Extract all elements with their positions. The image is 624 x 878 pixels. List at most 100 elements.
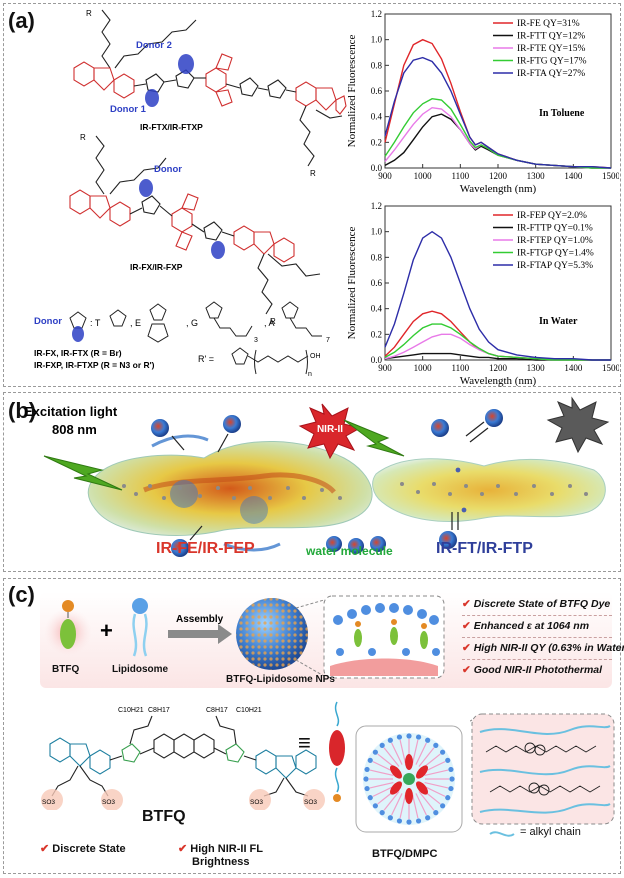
alkyl-legend-label: = alkyl chain [520, 826, 581, 838]
micelle-lipid-tail [369, 769, 394, 777]
legend-entry: IR-FEP QY=2.0% [517, 211, 587, 221]
structure-ir-ftx [73, 9, 347, 167]
plus-sign: + [100, 618, 113, 643]
btfq-head-icon [62, 600, 74, 612]
equiv-sign: ≡ [298, 730, 311, 755]
membrane-lipids [333, 603, 440, 656]
struct2-r-top: R [80, 133, 86, 142]
struct2-donor-label: Donor [154, 164, 182, 175]
struct2-name: IR-FX/IR-FXP [130, 262, 183, 272]
checklist-text: High NIR-II QY (0.63% in Water) [473, 642, 624, 654]
micelle-lipid-head [433, 742, 439, 748]
x-tick-label: 1300 [527, 363, 546, 373]
legend-sub3: 3 [254, 337, 258, 344]
micelle-lipid-head [364, 766, 370, 773]
micelle-lipid-head [449, 776, 455, 782]
x-tick-label: 1100 [451, 363, 469, 373]
struct1-r-bottom: R [310, 169, 316, 178]
y-tick-label: 0.2 [371, 137, 382, 147]
panel-b-label: (b) [8, 398, 37, 423]
bottom-check-item: ✔ High NIR-II FL [178, 842, 263, 855]
y-tick-label: 0.2 [371, 329, 382, 339]
x-tick-label: 1400 [564, 363, 583, 373]
alkyl-zoom-box [470, 713, 615, 837]
x-tick-label: 1200 [489, 363, 508, 373]
micelle-lipid-tail [383, 791, 400, 811]
checklist-text: Discrete State of BTFQ Dye [473, 598, 611, 610]
y-tick-label: 0.8 [371, 252, 383, 262]
micelle-lipid-head [379, 742, 385, 748]
x-tick-label: 1300 [527, 171, 546, 181]
bottom-checklist: ✔ Discrete State ✔ High NIR-II FL Brightne… [30, 838, 330, 872]
right-molecule [372, 458, 606, 522]
check-icon: ✔ [462, 598, 474, 610]
y-tick-label: 0.6 [371, 278, 383, 288]
right-water-molecules [431, 409, 503, 549]
legend-t: : T [90, 318, 101, 328]
micelle-lipid-tail [424, 769, 449, 777]
bottom-check-item: ✔ Discrete State [40, 842, 126, 855]
panel-a-structures: R R Donor 2 Donor 1 IR-FTX/IR-FTXP R R D… [34, 9, 347, 378]
note-rprime: R' = [198, 354, 214, 364]
so3-3: SO3 [250, 799, 263, 806]
y-tick-label: 1.0 [371, 35, 383, 45]
checklist-separator [462, 637, 612, 638]
micelle-lipid-head [406, 819, 412, 825]
check-icon: ✔ [462, 642, 474, 654]
micelle-lipid-head [396, 818, 403, 824]
note-n: n [308, 371, 312, 378]
panel-c-label: (c) [8, 582, 35, 607]
micelle-lipid-head [415, 818, 422, 824]
checklist-item: ✔ High NIR-II QY (0.63% in Water) [462, 642, 624, 654]
so3-4: SO3 [304, 799, 317, 806]
legend-e: , E [130, 318, 141, 328]
nps-label: BTFQ-Lipidosome NPs [226, 674, 335, 685]
assembly-arrow-icon [168, 624, 232, 644]
x-tick-label: 900 [378, 171, 392, 181]
legend-g: , G [186, 318, 198, 328]
y-tick-label: 0.6 [371, 86, 383, 96]
micelle-lipid-head [396, 734, 403, 740]
checklist-separator [462, 659, 612, 660]
note-line1: IR-FX, IR-FTX (R = Br) [34, 348, 122, 358]
x-tick-label: 1500 [602, 171, 619, 181]
micelle-lipid-head [372, 803, 378, 809]
micelle-lipid-tail [411, 739, 419, 764]
donor2-label: Donor 2 [136, 40, 172, 51]
checklist-item: ✔ Enhanced ε at 1064 nm [462, 620, 620, 632]
y-tick-label: 0.8 [371, 60, 383, 70]
micelle-lipid-head [379, 810, 385, 816]
y-tick-label: 1.0 [371, 227, 383, 237]
micelle-core [390, 754, 428, 804]
nir-burst-label: NIR-II [317, 424, 343, 435]
legend-sub7: 7 [326, 337, 330, 344]
y-tick-label: 1.2 [371, 201, 382, 211]
panel-a-label: (a) [8, 8, 35, 33]
donor-ellipse-struct2 [139, 179, 153, 197]
micelle-lipid-tail [372, 785, 395, 797]
micelle-lipid-tail [369, 781, 394, 789]
left-molecule-name: IR-FE/IR-FEP [156, 540, 255, 557]
btfq-big-label: BTFQ [142, 808, 186, 825]
left-water-molecules [151, 415, 241, 557]
x-tick-label: 1000 [414, 171, 433, 181]
x-tick-label: 900 [378, 363, 392, 373]
lipid-head-icon [132, 598, 148, 614]
micelle-lipid-tail [411, 794, 419, 819]
donor1-ellipse [145, 89, 159, 107]
y-axis-label: Normalized Fluorescence [346, 227, 358, 340]
lightning-right-icon [343, 419, 405, 457]
rprime-structure [231, 347, 309, 375]
chart-annotation: In Toluene [539, 108, 585, 119]
micelle-lipid-head [440, 803, 446, 809]
chain-4: C10H21 [236, 707, 262, 714]
micelle-lipid-head [440, 749, 446, 755]
chart-annotation: In Water [539, 316, 578, 327]
panel-c-top-illustration: + Assembly [44, 595, 445, 679]
left-molecule [87, 434, 373, 552]
micelle-lipid-head [387, 737, 393, 743]
excitation-wavelength: 808 nm [52, 422, 97, 437]
micelle-lipid-tail [415, 793, 427, 816]
micelle-lipid-head [445, 757, 451, 763]
water-legend-icons [326, 536, 386, 554]
